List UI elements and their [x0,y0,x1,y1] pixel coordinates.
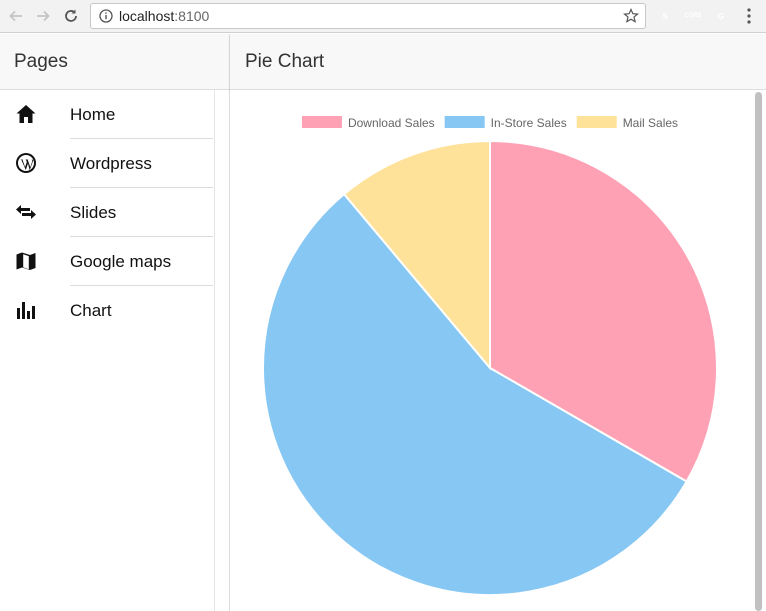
pie-slice-mail-sales[interactable] [342,139,491,371]
forward-button[interactable] [32,5,54,27]
divider [70,187,213,188]
swap-arrows-icon [16,205,36,219]
forward-arrow-icon [37,10,50,22]
menu-item-home[interactable]: Home [0,90,229,139]
address-bar[interactable]: localhost:8100 [90,3,646,29]
scroll-thumb[interactable] [755,92,762,611]
legend-swatch [576,116,617,128]
menu-header: Pages [0,34,229,90]
legend-swatch [301,116,342,128]
legend-item[interactable]: Download Sales [301,116,435,130]
reload-icon [65,9,77,22]
home-icon [16,105,36,123]
legend-item[interactable]: In-Store Sales [444,116,567,130]
menu-edge [214,90,215,611]
menu-item-label: Wordpress [70,153,152,173]
legend-label: Download Sales [348,116,435,130]
chart-legend: Download Sales In-Store Sales Mail Sales [301,116,678,130]
legend-item[interactable]: Mail Sales [576,116,678,130]
menu-item-label: Slides [70,202,117,222]
menu-item-chart[interactable]: Chart [0,286,229,335]
s-extension-icon[interactable]: S [662,11,668,21]
grammarly-extension-icon[interactable]: G [717,11,725,21]
page-title: Pie Chart [245,50,325,72]
bookmark-star-icon[interactable] [623,8,639,24]
menu-title: Pages [14,50,68,72]
back-button[interactable] [5,5,27,27]
divider [70,138,213,139]
pie-slices [262,139,718,596]
pie-chart: Download Sales In-Store Sales Mail Sales [262,116,718,596]
menu-item-slides[interactable]: Slides [0,188,229,237]
menu-list: Home Wordpress Slides Google maps Chart [0,90,229,335]
map-icon [16,252,36,270]
info-icon[interactable] [99,9,113,23]
url-text[interactable]: localhost:8100 [119,8,210,24]
legend-swatch [444,116,485,128]
menu-item-label: Home [70,104,116,124]
reload-button[interactable] [60,5,82,27]
menu-item-google-maps[interactable]: Google maps [0,237,229,286]
browser-menu-icon[interactable] [744,7,754,25]
browser-toolbar: localhost:8100 S CORS G [0,0,766,33]
divider [70,285,213,286]
legend-label: In-Store Sales [491,116,567,130]
menu-item-label: Chart [70,300,112,320]
legend-label: Mail Sales [623,116,678,130]
pie-slice-in-store-sales[interactable] [262,192,688,596]
menu-item-wordpress[interactable]: Wordpress [0,139,229,188]
content-scrollbar[interactable] [753,92,763,611]
pie-slice-download-sales[interactable] [489,139,718,483]
wordpress-icon [16,153,36,173]
page-header: Pie Chart [230,34,766,90]
bar-chart-icon [17,302,35,319]
cors-extension-icon[interactable]: CORS [684,13,702,19]
chart-content: Download Sales In-Store Sales Mail Sales [230,90,766,611]
menu-item-label: Google maps [70,251,172,271]
divider [70,236,213,237]
side-menu: Pages Home Wordpress Slides Google maps … [0,34,230,611]
back-arrow-icon [9,10,22,22]
